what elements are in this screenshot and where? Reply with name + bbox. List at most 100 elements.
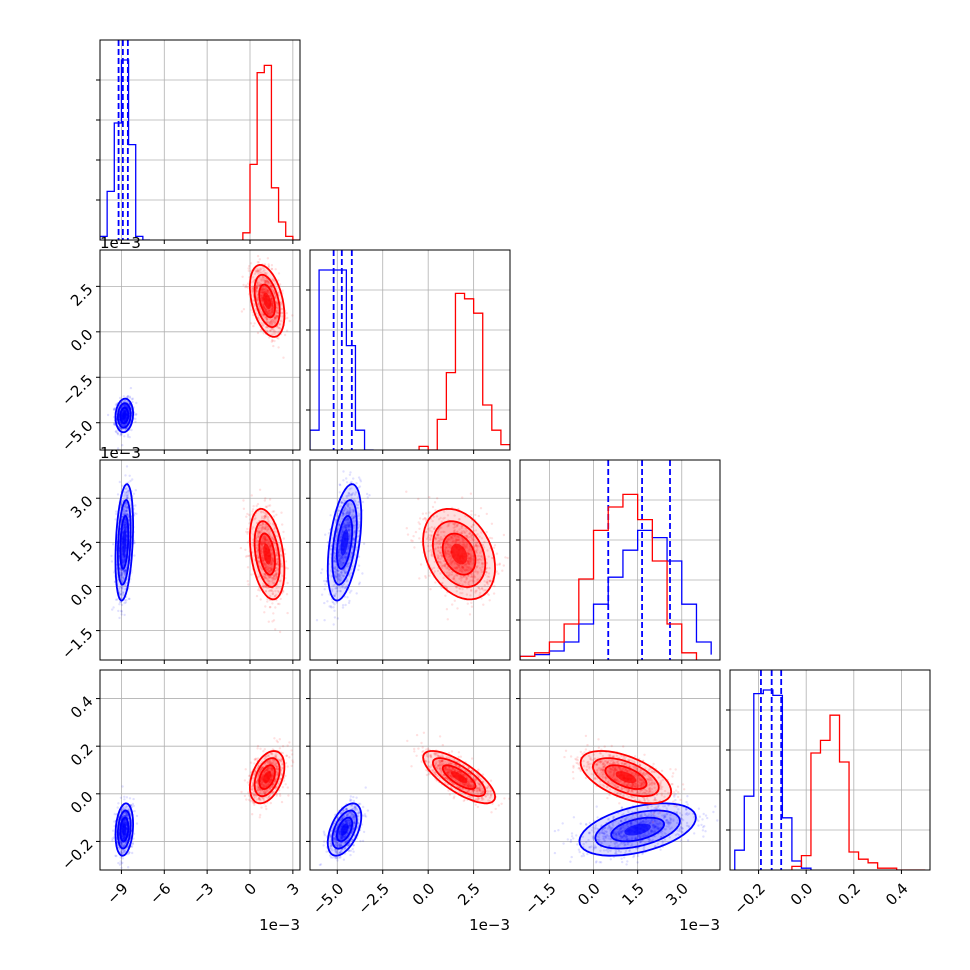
- scatter-point: [338, 575, 342, 578]
- scatter-point: [270, 304, 274, 307]
- scatter-point: [257, 575, 260, 578]
- scatter-point: [124, 526, 128, 529]
- scatter-point: [281, 307, 284, 311]
- scatter-point: [348, 493, 351, 496]
- scatter-point: [269, 567, 273, 570]
- scatter-point: [123, 554, 127, 557]
- scatter-point: [269, 321, 272, 324]
- scatter-point: [126, 506, 129, 509]
- scatter-point: [341, 606, 345, 609]
- scatter-point: [347, 524, 351, 528]
- scatter-point: [264, 567, 268, 570]
- scatter-point: [263, 564, 267, 567]
- scatter-point: [274, 574, 277, 577]
- scatter-point: [255, 290, 259, 293]
- scatter-point: [263, 290, 266, 293]
- scatter-point: [338, 523, 341, 526]
- scatter-point: [275, 513, 278, 516]
- scatter-point: [274, 319, 278, 322]
- scatter-point: [341, 513, 345, 516]
- scatter-point: [272, 578, 276, 581]
- scatter-point: [122, 576, 125, 580]
- scatter-point: [124, 409, 127, 412]
- scatter-point: [127, 489, 130, 492]
- scatter-point: [272, 515, 276, 518]
- scatter-point: [123, 569, 126, 573]
- scatter-point: [252, 505, 255, 508]
- scatter-point: [340, 530, 344, 533]
- panel-1-0: [96, 249, 301, 454]
- scatter-point: [124, 503, 127, 506]
- scatter-point: [125, 527, 128, 531]
- scatter-point: [488, 599, 491, 602]
- scatter-point: [264, 505, 268, 508]
- scatter-point: [257, 588, 260, 592]
- scatter-point: [273, 322, 276, 325]
- scatter-point: [337, 552, 340, 555]
- scatter-point: [264, 281, 267, 284]
- scatter-point: [352, 509, 355, 513]
- scatter-point: [260, 297, 264, 300]
- scatter-point: [275, 305, 279, 308]
- scatter-point: [269, 570, 272, 574]
- scatter-point: [340, 556, 344, 560]
- scatter-point: [271, 279, 274, 282]
- scatter-point: [125, 525, 128, 529]
- scatter-point: [114, 598, 118, 601]
- scatter-point: [262, 304, 265, 308]
- scatter-point: [114, 430, 118, 433]
- scatter-point: [341, 604, 345, 607]
- scatter-point: [272, 576, 275, 580]
- scatter-point: [116, 433, 120, 436]
- scatter-point: [119, 432, 123, 435]
- scatter-point: [124, 569, 127, 573]
- scatter-point: [122, 526, 126, 529]
- scatter-point: [342, 582, 346, 586]
- scatter-point: [127, 492, 130, 495]
- scatter-point: [265, 326, 268, 329]
- scatter-point: [257, 534, 260, 537]
- scatter-point: [126, 512, 129, 515]
- scatter-point: [270, 285, 273, 288]
- scatter-point: [271, 299, 274, 303]
- scatter-point: [342, 512, 345, 515]
- scatter-point: [341, 526, 345, 529]
- scatter-point: [268, 566, 271, 570]
- scatter-point: [334, 521, 337, 524]
- scatter-point: [266, 291, 269, 294]
- scatter-point: [254, 269, 257, 272]
- scatter-point: [252, 324, 255, 328]
- scatter-point: [352, 541, 355, 545]
- scatter-point: [347, 546, 350, 550]
- scatter-point: [126, 433, 130, 436]
- scatter-point: [261, 291, 264, 294]
- scatter-point: [492, 546, 496, 549]
- scatter-point: [114, 430, 118, 433]
- scatter-point: [368, 494, 371, 497]
- scatter-point: [272, 307, 275, 310]
- scatter-point: [264, 315, 267, 319]
- scatter-point: [338, 554, 341, 557]
- scatter-point: [419, 563, 423, 566]
- scatter-point: [116, 493, 120, 496]
- scatter-point: [338, 572, 341, 576]
- scatter-point: [348, 510, 352, 513]
- scatter-point: [275, 306, 279, 310]
- scatter-point: [273, 575, 276, 578]
- scatter-point: [257, 261, 260, 264]
- scatter-point: [260, 540, 263, 544]
- scatter-point: [256, 254, 260, 258]
- scatter-point: [270, 318, 274, 321]
- scatter-point: [113, 423, 116, 426]
- scatter-point: [256, 541, 259, 544]
- scatter-point: [123, 555, 126, 558]
- scatter-point: [271, 307, 274, 310]
- scatter-point: [124, 400, 128, 403]
- scatter-point: [268, 311, 272, 315]
- scatter-point: [272, 320, 276, 323]
- scatter-point: [283, 548, 286, 551]
- scatter-point: [121, 556, 124, 559]
- scatter-point: [266, 597, 269, 601]
- scatter-point: [120, 573, 124, 577]
- scatter-point: [273, 595, 277, 598]
